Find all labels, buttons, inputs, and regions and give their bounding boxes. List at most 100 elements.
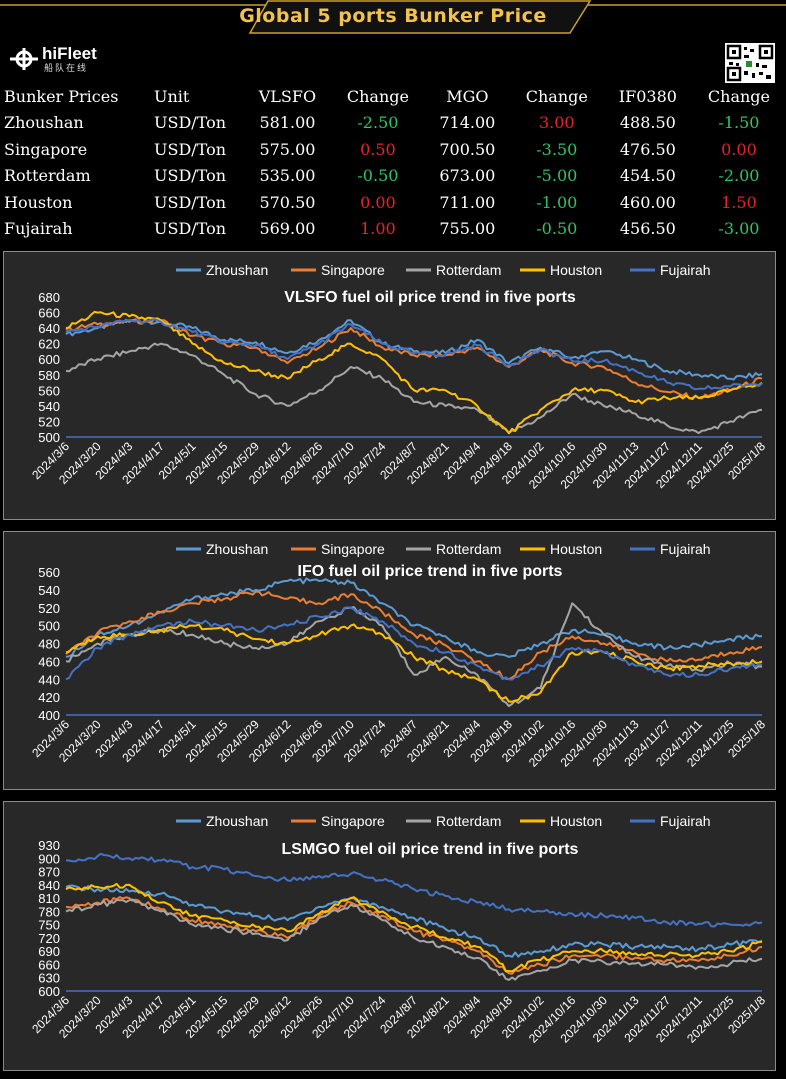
port-name: Rotterdam [4, 166, 91, 186]
ifo-change: 1.50 [721, 192, 757, 212]
y-tick-label: 840 [38, 878, 60, 893]
col-header-mgo: MGO [446, 86, 489, 106]
legend-label: Rotterdam [436, 262, 501, 278]
mgo-change: 3.00 [538, 113, 575, 133]
series-line-singapore [65, 896, 763, 975]
legend-label: Houston [550, 262, 602, 278]
y-tick-label: 500 [38, 619, 60, 634]
mgo-change: -3.50 [536, 139, 578, 159]
col-header-ifo-change: Change [707, 86, 770, 106]
legend-label: Singapore [321, 262, 385, 278]
series-line-singapore [65, 590, 763, 681]
y-tick-label: 900 [38, 851, 60, 866]
y-tick-label: 810 [38, 891, 60, 906]
mgo-price: 711.00 [439, 192, 496, 212]
unit-cell: USD/Ton [154, 219, 227, 239]
title-bar: Global 5 ports Bunker Price [0, 0, 786, 36]
y-tick-label: 630 [38, 971, 60, 986]
table-row: Zhoushan USD/Ton 581.00 -2.50 714.00 3.0… [0, 110, 786, 137]
y-tick-label: 420 [38, 690, 60, 705]
lsmgo-chart: 6006306606907207507808108408709009302024… [29, 813, 768, 1046]
y-tick-label: 400 [38, 708, 60, 723]
y-tick-label: 750 [38, 918, 60, 933]
unit-cell: USD/Ton [154, 166, 227, 186]
chart-title: IFO fuel oil price trend in five ports [298, 563, 563, 580]
y-tick-label: 930 [38, 838, 60, 853]
vlsfo-change: -0.50 [357, 166, 399, 186]
mgo-change: -1.00 [536, 192, 578, 212]
vlsfo-change: -2.50 [357, 113, 399, 133]
y-tick-label: 600 [38, 352, 60, 367]
mgo-price: 673.00 [439, 166, 496, 186]
y-tick-label: 660 [38, 306, 60, 321]
y-tick-label: 540 [38, 583, 60, 598]
mgo-price: 755.00 [439, 219, 496, 239]
chart-title: VLSFO fuel oil price trend in five ports [284, 289, 576, 306]
y-tick-label: 620 [38, 337, 60, 352]
y-tick-label: 480 [38, 637, 60, 652]
legend-label: Singapore [321, 813, 385, 829]
ifo-price: 476.50 [619, 139, 676, 159]
y-tick-label: 520 [38, 601, 60, 616]
legend-label: Houston [550, 813, 602, 829]
ifo-price: 488.50 [619, 113, 676, 133]
legend-label: Rotterdam [436, 813, 501, 829]
legend-label: Singapore [321, 541, 385, 557]
mgo-change: -0.50 [536, 219, 578, 239]
y-tick-label: 780 [38, 904, 60, 919]
mgo-price: 714.00 [439, 113, 496, 133]
legend-label: Zhoushan [206, 813, 268, 829]
vlsfo-change: 0.50 [360, 139, 396, 159]
y-tick-label: 460 [38, 654, 60, 669]
unit-cell: USD/Ton [154, 113, 227, 133]
series-line-houston [65, 310, 763, 435]
mgo-change: -5.00 [536, 166, 578, 186]
y-tick-label: 600 [38, 984, 60, 999]
series-line-zhoushan [65, 318, 763, 381]
unit-cell: USD/Ton [154, 139, 227, 159]
vlsfo-price: 581.00 [259, 113, 316, 133]
chart-title: LSMGO fuel oil price trend in five ports [282, 841, 579, 858]
vlsfo-price: 569.00 [259, 219, 316, 239]
y-tick-label: 720 [38, 931, 60, 946]
vlsfo-price: 575.00 [259, 139, 316, 159]
series-line-houston [65, 882, 762, 973]
col-header-ifo: IF0380 [618, 86, 677, 106]
col-header-vlsfo: VLSFO [258, 86, 317, 106]
series-line-zhoushan [65, 577, 763, 658]
vlsfo-price: 535.00 [259, 166, 316, 186]
y-tick-label: 540 [38, 399, 60, 414]
port-name: Houston [4, 192, 73, 212]
ifo-change: -2.00 [718, 166, 760, 186]
ifo-change: 0.00 [721, 139, 757, 159]
y-tick-label: 640 [38, 321, 60, 336]
y-tick-label: 520 [38, 414, 60, 429]
vlsfo-change: 1.00 [360, 219, 396, 239]
table-header-row: Bunker Prices Unit VLSFO Change MGO Chan… [0, 83, 786, 110]
legend-label: Fujairah [660, 541, 711, 557]
series-line-rotterdam [65, 898, 763, 981]
legend-label: Fujairah [660, 813, 711, 829]
legend-label: Zhoushan [206, 541, 268, 557]
ifo-chart: 4004204404604805005205405602024/3/62024/… [29, 541, 768, 770]
series-line-fujairah [65, 318, 763, 391]
ifo-price: 456.50 [619, 219, 676, 239]
series-line-rotterdam [65, 342, 763, 435]
table-row: Fujairah USD/Ton 569.00 1.00 755.00 -0.5… [0, 216, 786, 243]
vlsfo-change: 0.00 [360, 192, 396, 212]
ifo-change: -3.00 [718, 219, 760, 239]
table-row: Rotterdam USD/Ton 535.00 -0.50 673.00 -5… [0, 163, 786, 190]
mgo-price: 700.50 [439, 139, 496, 159]
port-name: Zhoushan [4, 113, 84, 133]
legend-label: Zhoushan [206, 262, 268, 278]
bunker-price-table: Bunker Prices Unit VLSFO Change MGO Chan… [0, 83, 786, 242]
vlsfo-chart-panel: 500 520 540 560 580 600 620 640 660 680 2024/3/6 20… [3, 251, 776, 520]
series-line-houston [65, 623, 763, 703]
lsmgo-chart-panel: 600 630 660 690 720 750 780 810 840 870 900 930 2024… [3, 801, 776, 1071]
legend-label: Fujairah [660, 262, 711, 278]
series-line-fujairah [66, 852, 763, 928]
legend-label: Rotterdam [436, 541, 501, 557]
ship-wheel-icon [10, 48, 38, 70]
y-tick-label: 660 [38, 957, 60, 972]
ifo-price: 454.50 [619, 166, 676, 186]
